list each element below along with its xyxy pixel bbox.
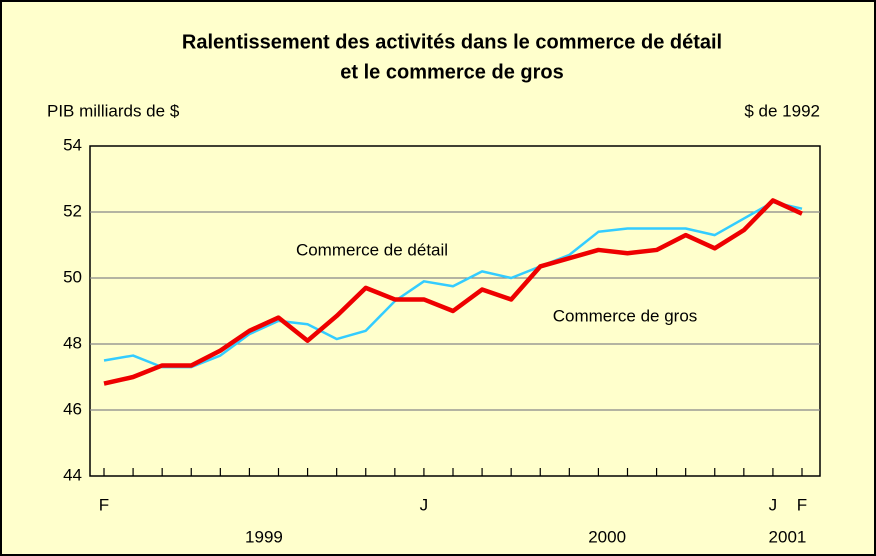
series-label: Commerce de détail [296, 240, 448, 259]
chart-title: Ralentissement des activités dans le com… [182, 31, 722, 53]
year-label: 2000 [588, 527, 626, 546]
series-label: Commerce de gros [553, 306, 698, 325]
y-tick-label: 46 [63, 399, 82, 418]
line-series [103, 200, 803, 369]
y-tick-label: 52 [63, 201, 82, 220]
y-axis-label: PIB milliards de $ [47, 101, 180, 120]
x-tick-label: F [99, 495, 109, 514]
x-tick-label: J [420, 495, 429, 514]
y-tick-label: 44 [63, 465, 82, 484]
y-tick-label: 54 [63, 135, 82, 154]
x-tick-label: J [769, 495, 778, 514]
line-series [103, 198, 803, 386]
chart-title: et le commerce de gros [340, 61, 563, 83]
y-tick-label: 50 [63, 267, 82, 286]
x-tick-label: F [797, 495, 807, 514]
y-tick-label: 48 [63, 333, 82, 352]
year-label: 1999 [245, 527, 283, 546]
year-label: 2001 [769, 527, 807, 546]
unit-label: $ de 1992 [744, 101, 820, 120]
